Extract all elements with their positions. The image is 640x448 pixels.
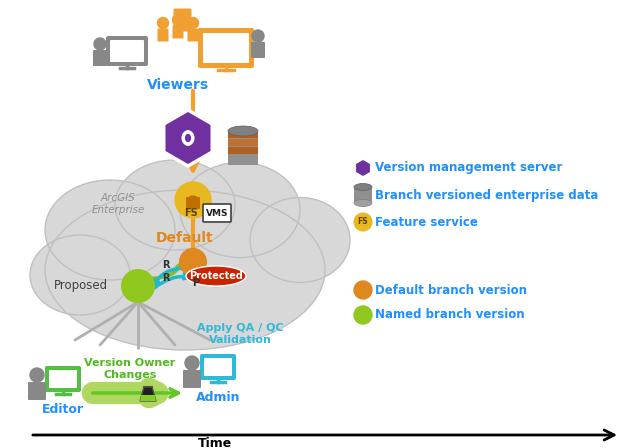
Polygon shape [140, 387, 156, 401]
Ellipse shape [354, 184, 372, 190]
Circle shape [30, 368, 44, 382]
Text: Branch versioned enterprise data: Branch versioned enterprise data [375, 189, 598, 202]
Ellipse shape [186, 266, 246, 286]
Circle shape [354, 281, 372, 299]
Ellipse shape [45, 190, 325, 350]
Circle shape [175, 182, 211, 218]
Text: Proposed: Proposed [54, 280, 108, 293]
Text: FS: FS [358, 217, 368, 227]
Text: Time: Time [198, 437, 232, 448]
FancyBboxPatch shape [228, 131, 258, 138]
Circle shape [185, 356, 199, 370]
Circle shape [354, 213, 372, 231]
Text: Named branch version: Named branch version [375, 309, 525, 322]
Circle shape [354, 306, 372, 324]
FancyBboxPatch shape [204, 358, 232, 376]
FancyBboxPatch shape [157, 29, 168, 42]
Text: Admin: Admin [196, 391, 240, 404]
Circle shape [180, 249, 206, 275]
Text: Protected: Protected [189, 271, 243, 281]
FancyBboxPatch shape [173, 9, 191, 31]
Ellipse shape [30, 235, 130, 315]
FancyBboxPatch shape [110, 40, 144, 62]
Text: FS: FS [184, 208, 198, 218]
FancyBboxPatch shape [45, 366, 81, 392]
FancyBboxPatch shape [203, 33, 249, 63]
Circle shape [252, 30, 264, 42]
Circle shape [94, 38, 106, 50]
Ellipse shape [115, 160, 235, 250]
Text: Version Owner
Changes: Version Owner Changes [84, 358, 175, 379]
FancyBboxPatch shape [183, 370, 201, 388]
Polygon shape [140, 395, 156, 401]
FancyBboxPatch shape [106, 36, 148, 66]
Text: P: P [192, 278, 199, 288]
Text: Apply QA / QC
Validation: Apply QA / QC Validation [196, 323, 284, 345]
FancyBboxPatch shape [228, 147, 258, 154]
Ellipse shape [45, 180, 175, 280]
Circle shape [122, 270, 154, 302]
Text: Viewers: Viewers [147, 78, 209, 92]
FancyBboxPatch shape [188, 29, 198, 42]
FancyBboxPatch shape [251, 42, 265, 58]
FancyBboxPatch shape [228, 131, 258, 165]
Polygon shape [355, 159, 371, 177]
Polygon shape [164, 110, 212, 166]
Text: R: R [162, 273, 170, 283]
Circle shape [188, 17, 198, 29]
Text: Version management server: Version management server [375, 161, 563, 175]
FancyBboxPatch shape [228, 139, 258, 146]
Ellipse shape [228, 126, 258, 136]
FancyBboxPatch shape [173, 26, 184, 39]
Text: Editor: Editor [42, 403, 84, 416]
FancyBboxPatch shape [93, 50, 107, 66]
Ellipse shape [180, 163, 300, 258]
Text: Feature service: Feature service [375, 215, 478, 228]
FancyBboxPatch shape [203, 204, 231, 222]
FancyBboxPatch shape [354, 187, 372, 203]
FancyBboxPatch shape [28, 382, 46, 400]
Text: Default: Default [156, 231, 214, 245]
Circle shape [173, 14, 184, 26]
Text: ArcGIS
Enterprise: ArcGIS Enterprise [92, 193, 145, 215]
Text: Default branch version: Default branch version [375, 284, 527, 297]
Ellipse shape [250, 198, 350, 283]
Text: R: R [162, 260, 170, 270]
Text: VMS: VMS [205, 208, 228, 217]
FancyBboxPatch shape [49, 370, 77, 388]
FancyBboxPatch shape [200, 354, 236, 380]
FancyBboxPatch shape [198, 28, 254, 68]
Circle shape [157, 17, 168, 29]
Ellipse shape [354, 199, 372, 207]
FancyBboxPatch shape [186, 197, 200, 209]
